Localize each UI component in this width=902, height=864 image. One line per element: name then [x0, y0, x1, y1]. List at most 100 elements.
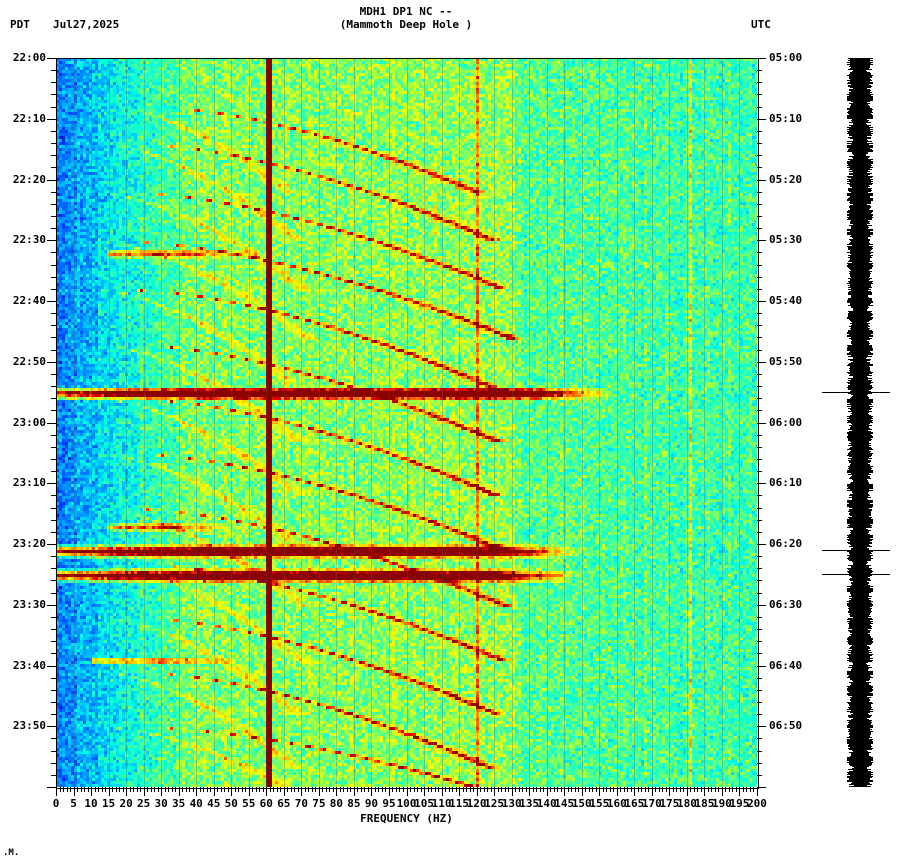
- x-major-tick: [284, 787, 285, 796]
- x-axis-tick-label: 160: [606, 797, 627, 810]
- y-minor-tick-right: [757, 690, 762, 691]
- y-axis-label-local: 23:50: [12, 719, 46, 732]
- x-minor-tick: [270, 787, 271, 792]
- x-axis-tick-label: 200: [747, 797, 767, 810]
- y-axis-label-local: 22:30: [12, 233, 46, 246]
- x-minor-tick: [515, 787, 516, 792]
- x-minor-tick: [659, 787, 660, 792]
- x-axis-tick-label: 40: [189, 797, 203, 810]
- x-minor-tick: [238, 787, 239, 792]
- x-axis-tick-label: 190: [712, 797, 732, 810]
- spectrogram-plot[interactable]: [56, 58, 757, 787]
- y-major-tick-right: [757, 240, 766, 241]
- x-major-tick: [336, 787, 337, 796]
- x-axis-tick-label: 80: [329, 797, 344, 810]
- x-minor-tick: [200, 787, 201, 792]
- x-minor-tick: [133, 787, 134, 792]
- corner-glyph: .M.: [3, 848, 20, 858]
- x-minor-tick: [610, 787, 611, 792]
- x-minor-tick: [466, 787, 467, 792]
- x-minor-tick: [375, 787, 376, 792]
- x-minor-tick: [438, 787, 439, 792]
- trace-event-marker: [822, 392, 890, 393]
- y-axis-label-local: 22:50: [12, 355, 46, 368]
- spectrogram-canvas[interactable]: [56, 58, 757, 787]
- x-major-tick: [477, 787, 478, 796]
- x-minor-tick: [116, 787, 117, 792]
- y-minor-tick-right: [757, 520, 762, 521]
- y-minor-tick-right: [757, 763, 762, 764]
- x-minor-tick: [392, 787, 393, 792]
- x-minor-tick: [105, 787, 106, 792]
- x-minor-tick: [130, 787, 131, 792]
- x-minor-tick: [753, 787, 754, 792]
- x-minor-tick: [168, 787, 169, 792]
- x-axis-tick-label: 60: [259, 797, 273, 810]
- y-minor-tick-right: [757, 265, 762, 266]
- x-major-tick: [512, 787, 513, 796]
- x-minor-tick: [382, 787, 383, 792]
- x-minor-tick: [256, 787, 257, 792]
- x-major-tick: [301, 787, 302, 796]
- y-major-tick: [47, 483, 56, 484]
- x-minor-tick: [708, 787, 709, 792]
- x-minor-tick: [463, 787, 464, 792]
- x-minor-tick: [298, 787, 299, 792]
- trace-event-marker: [822, 550, 890, 551]
- x-minor-tick: [172, 787, 173, 792]
- x-minor-tick: [557, 787, 558, 792]
- x-minor-tick: [361, 787, 362, 792]
- x-minor-tick: [673, 787, 674, 792]
- x-minor-tick: [596, 787, 597, 792]
- x-minor-tick: [378, 787, 379, 792]
- x-minor-tick: [484, 787, 485, 792]
- x-major-tick: [442, 787, 443, 796]
- y-minor-tick-right: [757, 410, 762, 411]
- date-label: Jul27,2025: [53, 18, 120, 31]
- x-major-tick: [669, 787, 670, 796]
- x-major-tick: [371, 787, 372, 796]
- y-major-tick: [47, 666, 56, 667]
- x-minor-tick: [613, 787, 614, 792]
- x-axis-tick-label: 180: [676, 797, 697, 810]
- y-axis-label-utc: 06:50: [769, 719, 803, 732]
- y-minor-tick-right: [757, 167, 762, 168]
- x-major-tick: [214, 787, 215, 796]
- y-minor-tick-right: [757, 532, 762, 533]
- x-axis-tick-label: 165: [624, 797, 645, 810]
- y-axis-label-local: 22:40: [12, 294, 46, 307]
- y-major-tick-right: [757, 605, 766, 606]
- y-minor-tick-right: [757, 374, 762, 375]
- y-axis-label-local: 22:10: [12, 112, 46, 125]
- y-minor-tick-right: [757, 775, 762, 776]
- x-minor-tick: [280, 787, 281, 792]
- x-minor-tick: [578, 787, 579, 792]
- x-minor-tick: [287, 787, 288, 792]
- x-minor-tick: [526, 787, 527, 792]
- x-minor-tick: [291, 787, 292, 792]
- y-axis-label-utc: 05:00: [769, 51, 803, 64]
- x-minor-tick: [571, 787, 572, 792]
- y-minor-tick-right: [757, 580, 762, 581]
- station-title-line1: MDH1 DP1 NC --: [359, 5, 453, 18]
- station-title-line2: (Mammoth Deep Hole ): [339, 18, 473, 31]
- x-minor-tick: [624, 787, 625, 792]
- x-minor-tick: [193, 787, 194, 792]
- y-major-tick-right: [757, 58, 766, 59]
- x-minor-tick: [522, 787, 523, 792]
- x-minor-tick: [585, 787, 586, 792]
- x-minor-tick: [67, 787, 68, 792]
- x-minor-tick: [137, 787, 138, 792]
- y-minor-tick-right: [757, 556, 762, 557]
- x-major-tick: [722, 787, 723, 796]
- x-minor-tick: [217, 787, 218, 792]
- y-major-tick: [47, 240, 56, 241]
- y-minor-tick-right: [757, 155, 762, 156]
- y-minor-tick-right: [757, 459, 762, 460]
- x-major-tick: [634, 787, 635, 796]
- x-minor-tick: [182, 787, 183, 792]
- y-minor-tick-right: [757, 350, 762, 351]
- x-minor-tick: [252, 787, 253, 792]
- x-axis-tick-label: 55: [242, 797, 256, 810]
